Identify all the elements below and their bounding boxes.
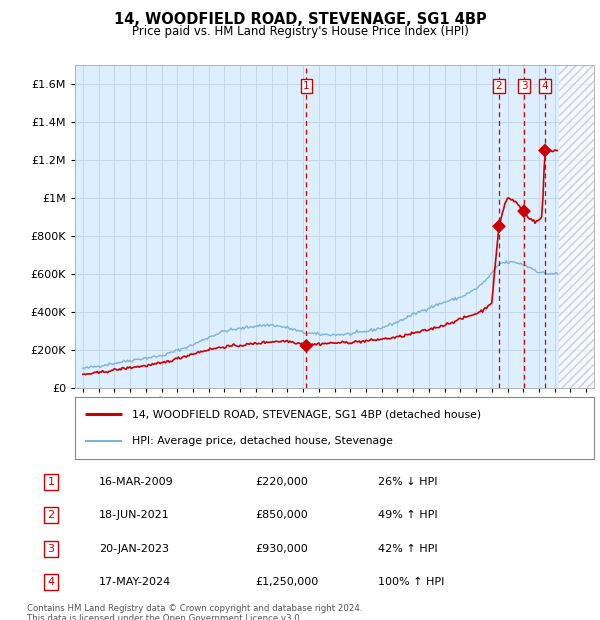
Point bbox=[302, 341, 311, 351]
Text: Price paid vs. HM Land Registry's House Price Index (HPI): Price paid vs. HM Land Registry's House … bbox=[131, 25, 469, 38]
Text: HPI: Average price, detached house, Stevenage: HPI: Average price, detached house, Stev… bbox=[132, 436, 393, 446]
Text: 1: 1 bbox=[303, 81, 310, 91]
Text: Contains HM Land Registry data © Crown copyright and database right 2024.
This d: Contains HM Land Registry data © Crown c… bbox=[27, 604, 362, 620]
Text: 20-JAN-2023: 20-JAN-2023 bbox=[99, 544, 169, 554]
Text: 14, WOODFIELD ROAD, STEVENAGE, SG1 4BP (detached house): 14, WOODFIELD ROAD, STEVENAGE, SG1 4BP (… bbox=[132, 409, 481, 419]
Bar bbox=[559, 65, 594, 388]
Text: 49% ↑ HPI: 49% ↑ HPI bbox=[378, 510, 437, 520]
Text: 1: 1 bbox=[47, 477, 55, 487]
Text: 16-MAR-2009: 16-MAR-2009 bbox=[99, 477, 174, 487]
Text: 18-JUN-2021: 18-JUN-2021 bbox=[99, 510, 170, 520]
Text: 4: 4 bbox=[47, 577, 55, 587]
Point bbox=[519, 206, 529, 216]
Text: 100% ↑ HPI: 100% ↑ HPI bbox=[378, 577, 445, 587]
Text: 2: 2 bbox=[47, 510, 55, 520]
Text: 3: 3 bbox=[47, 544, 55, 554]
Text: 42% ↑ HPI: 42% ↑ HPI bbox=[378, 544, 437, 554]
Text: 14, WOODFIELD ROAD, STEVENAGE, SG1 4BP: 14, WOODFIELD ROAD, STEVENAGE, SG1 4BP bbox=[113, 12, 487, 27]
Text: £930,000: £930,000 bbox=[255, 544, 308, 554]
Text: 2: 2 bbox=[496, 81, 502, 91]
Text: £1,250,000: £1,250,000 bbox=[255, 577, 318, 587]
Text: 26% ↓ HPI: 26% ↓ HPI bbox=[378, 477, 437, 487]
Text: 17-MAY-2024: 17-MAY-2024 bbox=[99, 577, 171, 587]
Text: 4: 4 bbox=[542, 81, 548, 91]
Point bbox=[540, 146, 550, 156]
Point bbox=[494, 221, 504, 231]
Text: £850,000: £850,000 bbox=[255, 510, 308, 520]
Text: £220,000: £220,000 bbox=[255, 477, 308, 487]
Text: 3: 3 bbox=[521, 81, 527, 91]
